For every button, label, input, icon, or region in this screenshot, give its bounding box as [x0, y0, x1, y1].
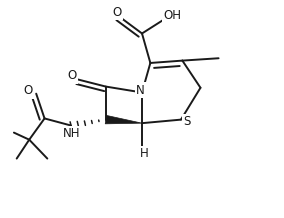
- Text: NH: NH: [63, 127, 80, 140]
- Text: H: H: [140, 147, 149, 160]
- Text: S: S: [183, 116, 191, 128]
- Text: O: O: [23, 84, 32, 97]
- Text: O: O: [67, 70, 76, 82]
- Polygon shape: [105, 115, 142, 124]
- Text: O: O: [112, 6, 122, 19]
- Text: OH: OH: [163, 9, 181, 22]
- Text: N: N: [136, 84, 145, 97]
